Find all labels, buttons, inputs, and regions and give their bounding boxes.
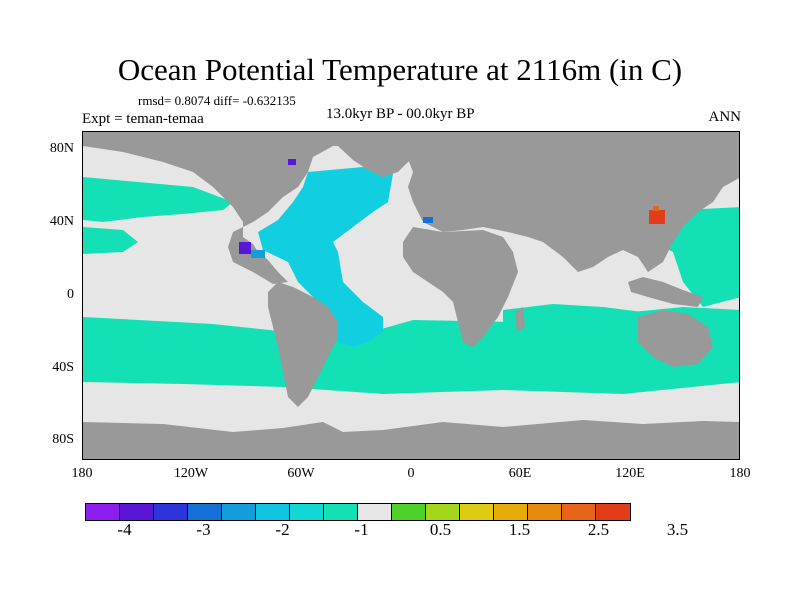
eurasia bbox=[403, 146, 739, 272]
colorbar-box-14 bbox=[562, 504, 596, 520]
north-pacific-band bbox=[83, 177, 233, 222]
antarctica bbox=[83, 438, 739, 459]
x-label-60e: 60E bbox=[508, 466, 532, 481]
colorbar-box-10 bbox=[426, 504, 460, 520]
colorbar-box-2 bbox=[154, 504, 188, 520]
africa bbox=[403, 227, 518, 347]
maritime-continent bbox=[628, 277, 703, 307]
period-text: 13.0kyr BP - 00.0kyr BP bbox=[326, 106, 475, 122]
colorbar-box-15 bbox=[596, 504, 630, 520]
colorbar-box-11 bbox=[460, 504, 494, 520]
colorbar-box-8 bbox=[358, 504, 392, 520]
colorbar-box-5 bbox=[256, 504, 290, 520]
map-title: Ocean Potential Temperature at 2116m (in… bbox=[117, 52, 683, 87]
med-cool-patch bbox=[423, 217, 433, 223]
colorbar-box-9 bbox=[392, 504, 426, 520]
x-label-180w: 180 bbox=[71, 466, 93, 481]
y-label-0: 0 bbox=[67, 287, 74, 302]
colorbar-label-0: -4 bbox=[117, 520, 132, 539]
experiment-text: Expt = teman-temaa bbox=[82, 111, 204, 127]
colorbar-box-12 bbox=[494, 504, 528, 520]
colorbar-box-3 bbox=[188, 504, 222, 520]
colorbar-box-0 bbox=[86, 504, 120, 520]
gulf-cold-patch bbox=[239, 242, 251, 254]
japan-warm-patch bbox=[649, 210, 665, 224]
x-label-0: 0 bbox=[407, 466, 415, 481]
stats-text: rmsd= 0.8074 diff= -0.632135 bbox=[138, 93, 296, 108]
greenland bbox=[338, 146, 413, 177]
y-label-80n: 80N bbox=[49, 141, 74, 156]
colorbar-label-3: -1 bbox=[354, 520, 369, 539]
colorbar-box-13 bbox=[528, 504, 562, 520]
colorbar-label-1: -3 bbox=[196, 520, 211, 539]
colorbar-box-7 bbox=[324, 504, 358, 520]
atlantic-cyan bbox=[258, 167, 393, 347]
colorbar-label-5: 1.5 bbox=[508, 520, 531, 539]
colorbar bbox=[85, 503, 631, 521]
colorbar-label-7: 3.5 bbox=[666, 520, 689, 539]
x-label-120e: 120E bbox=[615, 466, 645, 481]
arctic-cold-patch bbox=[288, 159, 296, 165]
x-label-60w: 60W bbox=[287, 466, 315, 481]
y-label-40n: 40N bbox=[49, 214, 74, 229]
antarctic-coast bbox=[83, 420, 739, 438]
colorbar-box-6 bbox=[290, 504, 324, 520]
y-label-80s: 80S bbox=[52, 432, 74, 447]
colorbar-label-6: 2.5 bbox=[587, 520, 610, 539]
north-strip bbox=[83, 132, 739, 146]
east-pacific-teal bbox=[83, 227, 138, 254]
australia bbox=[638, 310, 713, 367]
colorbar-box-1 bbox=[120, 504, 154, 520]
south-america bbox=[268, 282, 338, 407]
season-text: ANN bbox=[708, 109, 742, 125]
x-label-180e: 180 bbox=[729, 466, 751, 481]
japan-warm-edge bbox=[653, 206, 659, 211]
colorbar-label-2: -2 bbox=[275, 520, 290, 539]
x-label-120w: 120W bbox=[173, 466, 209, 481]
north-america bbox=[83, 146, 333, 284]
colorbar-box-4 bbox=[222, 504, 256, 520]
y-label-40s: 40S bbox=[52, 360, 74, 375]
madagascar bbox=[515, 307, 525, 332]
indian-ocean-teal bbox=[503, 304, 643, 332]
world-map bbox=[82, 131, 740, 460]
caribbean-cool-patch bbox=[251, 250, 265, 258]
colorbar-label-4: 0.5 bbox=[429, 520, 452, 539]
